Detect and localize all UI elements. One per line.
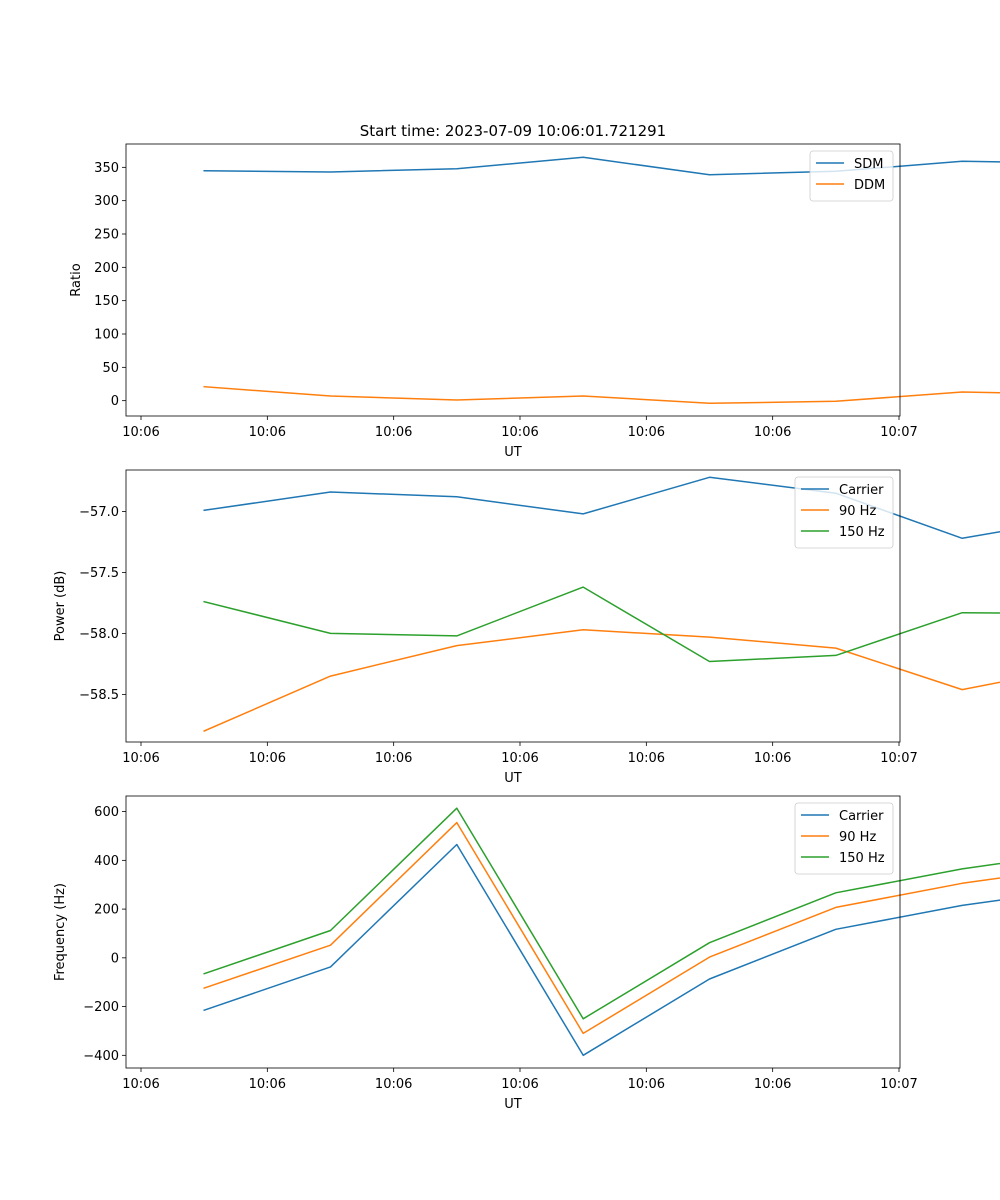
legend-label-ddm: DDM — [854, 178, 885, 193]
y-tick-label: 150 — [94, 294, 119, 309]
x-tick-label: 10:06 — [628, 1077, 665, 1092]
legend-label-150-hz: 150 Hz — [839, 851, 885, 866]
y-tick-label: −58.0 — [79, 627, 119, 642]
y-tick-label: 0 — [111, 394, 119, 409]
panels: 10:06 10:06 10:06 10:06 10:06 10:06 10:07 0 50 10… — [53, 143, 1000, 1112]
legend-label-sdm: SDM — [854, 157, 883, 172]
x-tick-label: 10:06 — [754, 751, 791, 766]
axes-frame — [125, 469, 901, 743]
y-tick-label: 600 — [94, 805, 119, 820]
y-tick-label: −200 — [83, 1000, 119, 1015]
y-tick-label: 200 — [94, 261, 119, 276]
legend-label-90-hz: 90 Hz — [839, 830, 876, 845]
x-tick-label: 10:06 — [249, 1077, 286, 1092]
legend-label-90-hz: 90 Hz — [839, 504, 876, 519]
x-tick-label: 10:06 — [501, 751, 538, 766]
y-tick-label: 100 — [94, 328, 119, 343]
x-tick-label: 10:06 — [249, 751, 286, 766]
x-tick-label: 10:06 — [122, 751, 159, 766]
x-tick-label: 10:06 — [375, 751, 412, 766]
x-tick-label: 10:06 — [628, 751, 665, 766]
series-line-ddm — [203, 385, 1000, 405]
panel-3: 10:06 10:06 10:06 10:06 10:06 10:06 10:07 −400 −… — [53, 795, 1000, 1112]
series-line-carrier — [203, 843, 1000, 1057]
axes-frame — [125, 795, 901, 1069]
series-line-sdm — [203, 156, 1000, 176]
legend-label-150-hz: 150 Hz — [839, 525, 885, 540]
x-tick-label: 10:06 — [249, 425, 286, 440]
y-tick-label: 250 — [94, 228, 119, 243]
panel-2: 10:06 10:06 10:06 10:06 10:06 10:06 10:07 −57.0… — [53, 469, 1000, 786]
x-axis-label: UT — [504, 445, 522, 460]
y-tick-label: 200 — [94, 903, 119, 918]
x-tick-label: 10:06 — [754, 425, 791, 440]
x-tick-label: 10:07 — [880, 751, 917, 766]
series-line-90-hz — [203, 821, 1000, 1035]
legend: Carrier 90 Hz 150 Hz — [794, 476, 894, 549]
y-tick-label: −400 — [83, 1049, 119, 1064]
x-tick-label: 10:06 — [375, 425, 412, 440]
series-line-carrier — [203, 476, 1000, 540]
x-tick-label: 10:06 — [375, 1077, 412, 1092]
x-tick-label: 10:07 — [880, 425, 917, 440]
y-axis-label: Frequency (Hz) — [53, 883, 68, 981]
x-tick-label: 10:06 — [628, 425, 665, 440]
y-tick-label: −58.5 — [79, 688, 119, 703]
y-tick-label: 400 — [94, 854, 119, 869]
x-tick-label: 10:06 — [501, 425, 538, 440]
figure-title: Start time: 2023-07-09 10:06:01.721291 — [360, 122, 666, 140]
legend: Carrier 90 Hz 150 Hz — [794, 802, 894, 875]
y-tick-label: 300 — [94, 194, 119, 209]
axes-frame — [125, 143, 901, 417]
y-tick-label: 350 — [94, 161, 119, 176]
x-tick-label: 10:06 — [754, 1077, 791, 1092]
y-tick-label: −57.0 — [79, 505, 119, 520]
series-line-150-hz — [203, 586, 1000, 663]
x-tick-label: 10:06 — [122, 425, 159, 440]
x-tick-label: 10:06 — [501, 1077, 538, 1092]
y-axis-label: Power (dB) — [53, 571, 68, 642]
series-line-90-hz — [203, 629, 1000, 732]
panel-1: 10:06 10:06 10:06 10:06 10:06 10:06 10:07 0 50 10… — [69, 143, 1000, 460]
y-tick-label: 0 — [111, 951, 119, 966]
x-axis-label: UT — [504, 771, 522, 786]
legend-label-carrier: Carrier — [839, 809, 884, 824]
y-axis-label: Ratio — [69, 263, 84, 296]
y-tick-label: −57.5 — [79, 566, 119, 581]
x-axis-label: UT — [504, 1097, 522, 1112]
legend-label-carrier: Carrier — [839, 483, 884, 498]
x-tick-label: 10:07 — [880, 1077, 917, 1092]
y-tick-label: 50 — [102, 361, 119, 376]
x-tick-label: 10:06 — [122, 1077, 159, 1092]
legend: SDM DDM — [809, 150, 894, 202]
series-line-150-hz — [203, 807, 1000, 1020]
